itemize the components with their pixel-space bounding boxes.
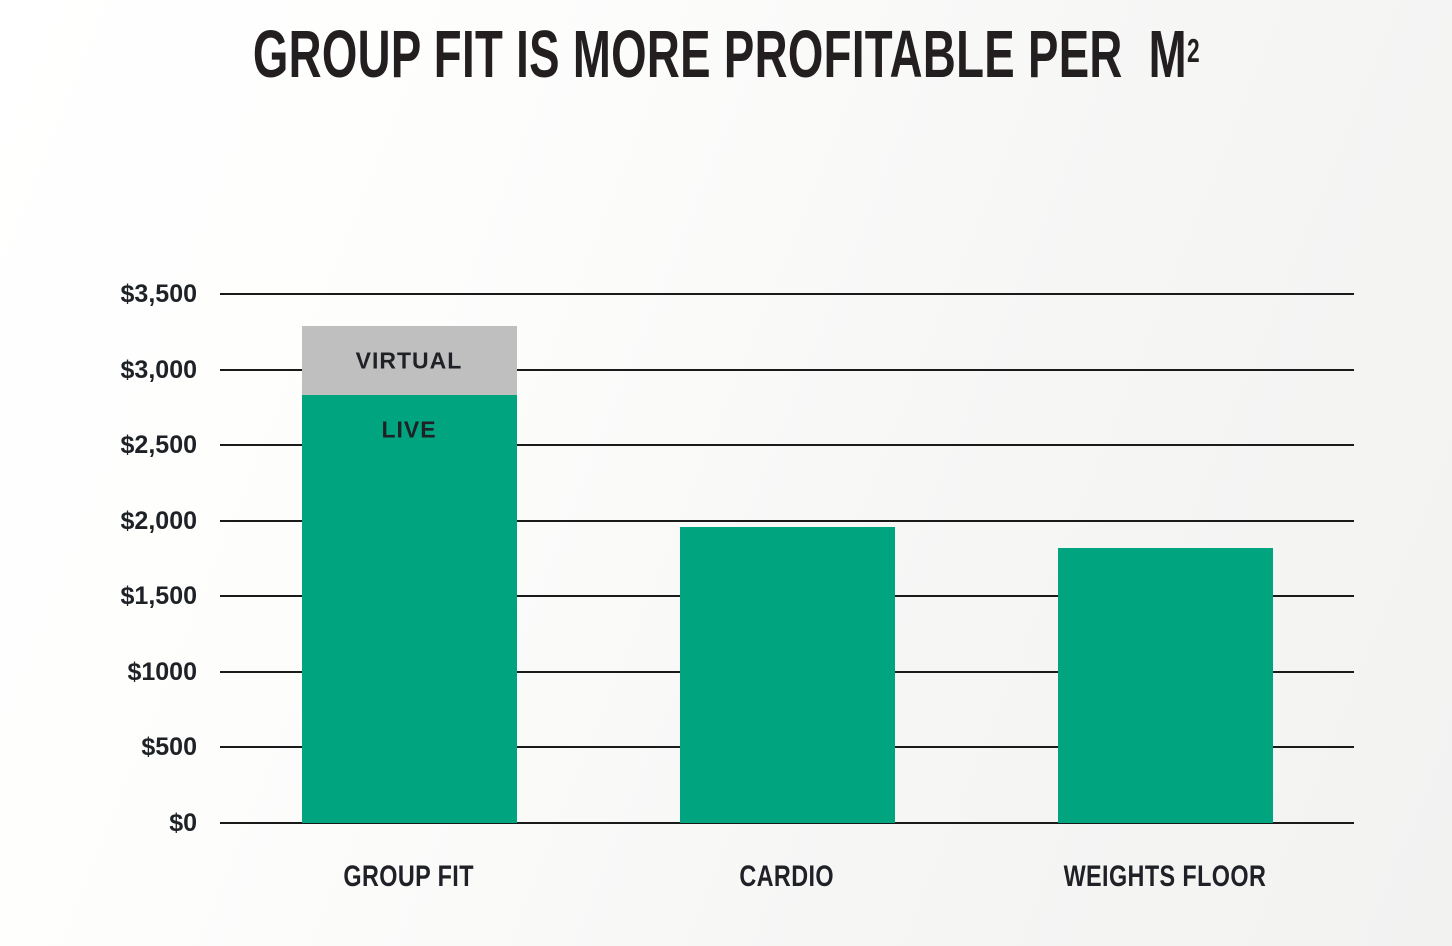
plot-area: LIVE VIRTUAL <box>220 293 1354 824</box>
y-tick-label-2500: $2,500 <box>120 431 197 460</box>
chart-title-main: GROUP FIT IS MORE PROFITABLE PER M <box>252 17 1187 92</box>
gridline-2000 <box>220 519 1354 522</box>
chart-title-text: GROUP FIT IS MORE PROFITABLE PER M2 <box>252 18 1199 104</box>
bar-weights-floor <box>1057 547 1273 823</box>
segment-label-live: LIVE <box>381 416 437 443</box>
bar-segment-live: LIVE <box>301 395 517 823</box>
y-tick-label-2000: $2,000 <box>120 506 197 535</box>
x-category-label-group-fit: GROUP FIT <box>220 856 598 898</box>
gridline-2500 <box>220 444 1354 447</box>
gridline-3500 <box>220 293 1354 295</box>
bar-segment-virtual: VIRTUAL <box>301 325 517 396</box>
segment-label-virtual: VIRTUAL <box>355 347 463 374</box>
chart-title: GROUP FIT IS MORE PROFITABLE PER M2 <box>0 18 1452 104</box>
x-category-label-cardio: CARDIO <box>598 856 976 898</box>
x-axis-labels: GROUP FIT CARDIO WEIGHTS FLOOR <box>220 856 1354 898</box>
y-tick-label-0: $0 <box>169 809 197 837</box>
bar-group-fit: LIVE VIRTUAL <box>301 325 517 823</box>
bar-segment <box>1057 547 1273 823</box>
x-category-text-weights-floor: WEIGHTS FLOOR <box>1063 860 1267 893</box>
y-tick-label-1000: $1000 <box>127 657 197 686</box>
bar-segment <box>679 526 895 823</box>
x-category-label-weights-floor: WEIGHTS FLOOR <box>976 856 1354 898</box>
y-tick-label-1500: $1,500 <box>120 582 197 611</box>
y-tick-label-500: $500 <box>141 733 197 762</box>
gridline-0 <box>220 822 1354 824</box>
x-category-text-cardio: CARDIO <box>739 860 835 893</box>
y-tick-label-3500: $3,500 <box>120 280 197 308</box>
gridline-3000 <box>220 368 1354 371</box>
y-tick-label-3000: $3,000 <box>120 355 197 384</box>
chart-title-exponent: 2 <box>1186 32 1200 70</box>
bar-cardio <box>679 526 895 823</box>
x-category-text-group-fit: GROUP FIT <box>343 860 475 893</box>
